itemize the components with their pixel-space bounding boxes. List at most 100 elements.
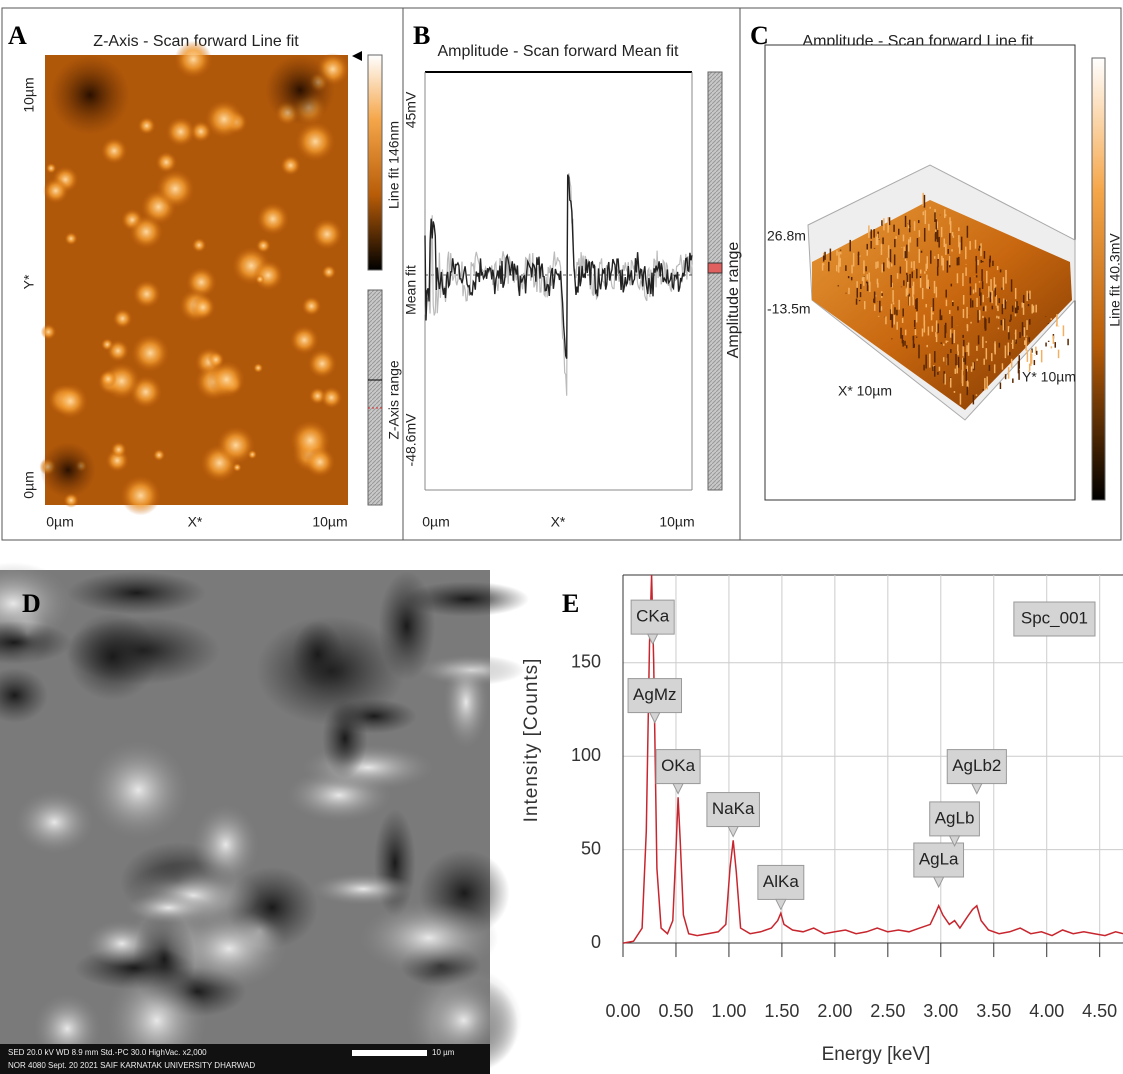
peak-label: CKa — [636, 607, 670, 626]
grain — [253, 260, 284, 291]
grain — [290, 325, 319, 355]
peak-pointer — [727, 826, 739, 838]
grain — [40, 324, 57, 340]
peak-label: AgMz — [633, 685, 676, 704]
peak-pointer — [932, 876, 945, 889]
range-label: Amplitude range — [725, 242, 742, 359]
grain — [190, 121, 212, 142]
grain — [304, 447, 335, 477]
grain — [156, 169, 195, 208]
y-tick-label: 0 — [591, 932, 601, 952]
y-label: -48.6mV — [403, 413, 419, 467]
x-tick-label: 4.00 — [1029, 1001, 1064, 1021]
grain — [320, 386, 343, 409]
surface-texture — [821, 192, 1069, 405]
blob — [311, 872, 416, 906]
grain — [50, 55, 130, 135]
peak-label: AgLb — [935, 808, 975, 827]
grain — [53, 383, 88, 419]
blob — [378, 571, 436, 681]
colorbar-label: Line fit 146nm — [386, 121, 402, 209]
z-label: -13.5m — [767, 301, 811, 317]
grain — [101, 137, 128, 164]
grain — [256, 238, 271, 253]
colorbar-label: Line fit 40.3mV — [1107, 233, 1123, 327]
grain — [190, 295, 216, 320]
peak-label-box — [757, 864, 805, 900]
x-label: 0µm — [46, 514, 74, 530]
grain — [295, 122, 335, 162]
grain — [155, 151, 177, 173]
x-tick-label: 0.50 — [658, 1001, 693, 1021]
x-tick-label: 0.00 — [605, 1001, 640, 1021]
panel-letter: D — [22, 589, 41, 618]
peak-pointer — [646, 633, 659, 646]
panel-c: C Amplitude - Scan forward Line fit 26.8… — [750, 21, 1123, 501]
x-tick-label: 1.00 — [711, 1001, 746, 1021]
grain — [301, 296, 322, 316]
x-label: X* — [188, 514, 203, 530]
peak-label-box — [913, 842, 965, 878]
grain — [40, 442, 96, 498]
grain — [265, 55, 335, 125]
grain — [205, 100, 243, 138]
x-label: X* — [551, 514, 566, 530]
x-label: 10µm — [659, 514, 694, 530]
panel-letter: E — [562, 589, 579, 618]
blob — [14, 790, 95, 855]
blob — [0, 667, 48, 723]
y-tick-label: 100 — [571, 745, 601, 765]
grain — [43, 178, 69, 204]
peak-label-box — [929, 801, 980, 837]
peak-label: AgLa — [919, 849, 959, 868]
x-label: 0µm — [422, 514, 450, 530]
grain — [120, 475, 161, 516]
peak-label: NaKa — [712, 799, 755, 818]
y-label: 45mV — [403, 91, 419, 128]
blob — [67, 571, 206, 615]
grain — [232, 463, 242, 472]
peak-label-box — [946, 749, 1007, 785]
blob — [67, 612, 159, 701]
grain — [321, 265, 336, 280]
grain — [166, 117, 196, 147]
panel-title: Amplitude - Scan forward Mean fit — [438, 43, 680, 60]
peak-pointer — [971, 783, 983, 795]
grain — [256, 202, 289, 235]
z-label: 26.8m — [767, 228, 806, 244]
grain — [174, 40, 212, 78]
blob — [87, 740, 189, 840]
panel-b: B Amplitude - Scan forward Mean fit 45mV… — [403, 21, 743, 530]
surface — [812, 200, 1072, 410]
grain — [112, 308, 133, 329]
panel-letter: A — [8, 21, 27, 50]
x-tick-label: 4.50 — [1082, 1001, 1117, 1021]
peak-label: OKa — [661, 756, 696, 775]
y-label: Mean fit — [403, 265, 419, 315]
blob — [443, 655, 489, 750]
y-label: Y* — [21, 274, 37, 289]
afm-texture — [39, 40, 349, 516]
peak-pointer — [948, 835, 961, 848]
x-tick-label: 3.00 — [923, 1001, 958, 1021]
x-axis-title: Energy [keV] — [822, 1044, 931, 1065]
grain — [132, 280, 161, 308]
footer-text: SED 20.0 kV WD 8.9 mm Std.-PC 30.0 HighV… — [8, 1048, 207, 1057]
scale-label: 10 µm — [432, 1048, 455, 1057]
peak-pointer — [648, 712, 661, 724]
blob — [0, 620, 72, 665]
blob — [170, 908, 288, 989]
grain — [307, 349, 337, 378]
grain — [311, 218, 343, 250]
y-tick-label: 150 — [571, 652, 601, 672]
peak-label: AgLb2 — [952, 756, 1001, 775]
panel-d: SED 20.0 kV WD 8.9 mm Std.-PC 30.0 HighV… — [0, 562, 530, 1074]
colorbar — [367, 54, 383, 271]
peak-label-box — [627, 678, 683, 714]
x-tick-label: 2.00 — [817, 1001, 852, 1021]
range-label: Z-Axis range — [386, 360, 402, 440]
grain — [110, 441, 127, 458]
signal-trace — [424, 174, 693, 359]
panel-a: A Z-Axis - Scan forward Line fit Line fi… — [8, 21, 402, 530]
